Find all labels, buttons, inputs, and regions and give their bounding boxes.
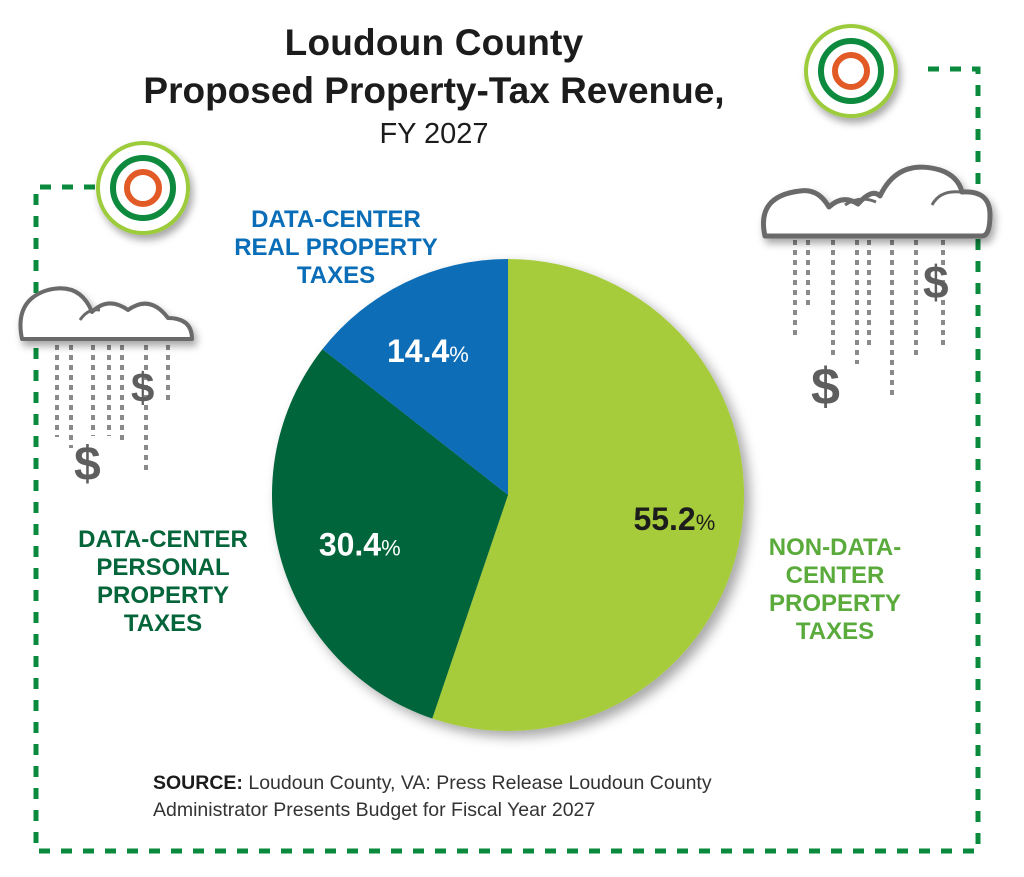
label-line: TAXES [795,618,875,645]
pie-slice-data-center-real-property-taxes [322,259,508,495]
label-line: CENTER [785,562,885,589]
source-text-line1: Loudoun County, VA: Press Release Loudou… [248,772,712,794]
label-line: REAL PROPERTY [234,234,438,261]
cloud-icon [761,164,993,398]
target-icon [96,141,190,235]
label-line: TAXES [123,610,203,637]
slice-label-non-data-center-property: NON-DATA- CENTER PROPERTY TAXES [730,534,940,646]
pie-slice-data-center-personal-property-taxes [271,349,508,719]
slice-label-data-center-real-property: DATA-CENTER REAL PROPERTY TAXES [208,206,464,290]
dollar-icon: $ [923,256,949,308]
dollar-icon: $ [131,364,154,411]
dollar-icon: $ [74,438,101,491]
label-line: PROPERTY [96,582,230,609]
dashed-frame [33,66,981,854]
target-icon [804,24,898,118]
source-text-line2: Administrator Presents Budget for Fiscal… [153,799,596,821]
label-line: PROPERTY [768,590,902,617]
chart-subtitle: FY 2027 [379,118,489,150]
source-note: SOURCE: Loudoun County, VA: Press Releas… [153,770,712,824]
label-line: DATA-CENTER [78,526,248,553]
cloud-icon [18,286,194,470]
pie-chart [271,259,745,731]
dollar-icon: $ [811,358,840,416]
label-line: NON-DATA- [768,534,902,561]
chart-title-line1: Loudoun County [284,22,584,63]
label-line: DATA-CENTER [251,206,421,233]
chart-title-line2: Proposed Property-Tax Revenue, [143,70,725,111]
label-line: PERSONAL [96,554,230,581]
slice-label-data-center-personal-property: DATA-CENTER PERSONAL PROPERTY TAXES [44,526,282,638]
label-line: TAXES [296,262,376,289]
pie-slice-non-data-center-property-taxes [432,259,745,731]
source-label: SOURCE: [153,772,243,794]
